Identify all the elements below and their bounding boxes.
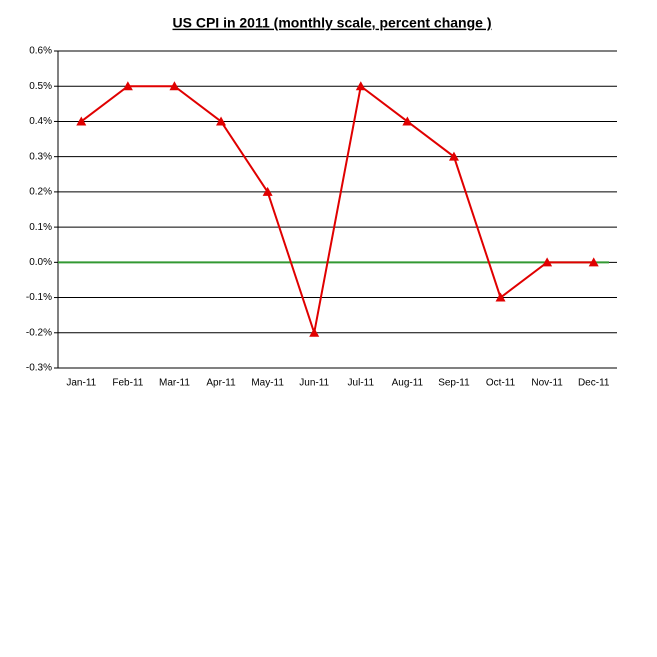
marker <box>448 151 459 161</box>
x-tick-label: Jun-11 <box>299 378 329 389</box>
y-tick-label: 0.3% <box>29 151 52 162</box>
marker <box>355 81 366 91</box>
y-tick-label: -0.1% <box>26 292 52 303</box>
marker <box>588 257 599 267</box>
marker <box>542 257 553 267</box>
marker <box>76 116 87 126</box>
y-tick-label: -0.3% <box>26 363 52 374</box>
y-tick-label: 0.1% <box>29 222 52 233</box>
y-tick-label: 0.4% <box>29 116 52 127</box>
marker <box>122 81 133 91</box>
x-tick-label: Mar-11 <box>159 378 190 389</box>
x-tick-label: May-11 <box>251 378 284 389</box>
marker <box>309 327 320 337</box>
y-tick-label: -0.2% <box>26 327 52 338</box>
x-tick-label: Apr-11 <box>206 378 236 389</box>
marker <box>402 116 413 126</box>
x-tick-label: Oct-11 <box>486 378 516 389</box>
series-line <box>80 84 594 337</box>
x-tick-label: Nov-11 <box>531 378 563 389</box>
x-tick-label: Jan-11 <box>66 378 96 389</box>
y-tick-label: 0.5% <box>29 81 52 92</box>
x-tick-label: Jul-11 <box>348 378 375 389</box>
y-tick-label: 0.2% <box>29 187 52 198</box>
marker <box>216 116 227 126</box>
marker <box>495 292 506 302</box>
y-tick-label: 0.0% <box>29 257 52 268</box>
x-tick-label: Feb-11 <box>112 378 143 389</box>
chart-title: US CPI in 2011 (monthly scale, percent c… <box>173 15 492 31</box>
x-tick-label: Dec-11 <box>578 378 610 389</box>
marker <box>262 186 273 196</box>
marker <box>169 81 180 91</box>
y-tick-label: 0.6% <box>29 46 52 57</box>
x-tick-label: Sep-11 <box>438 378 470 389</box>
x-tick-label: Aug-11 <box>392 378 424 389</box>
